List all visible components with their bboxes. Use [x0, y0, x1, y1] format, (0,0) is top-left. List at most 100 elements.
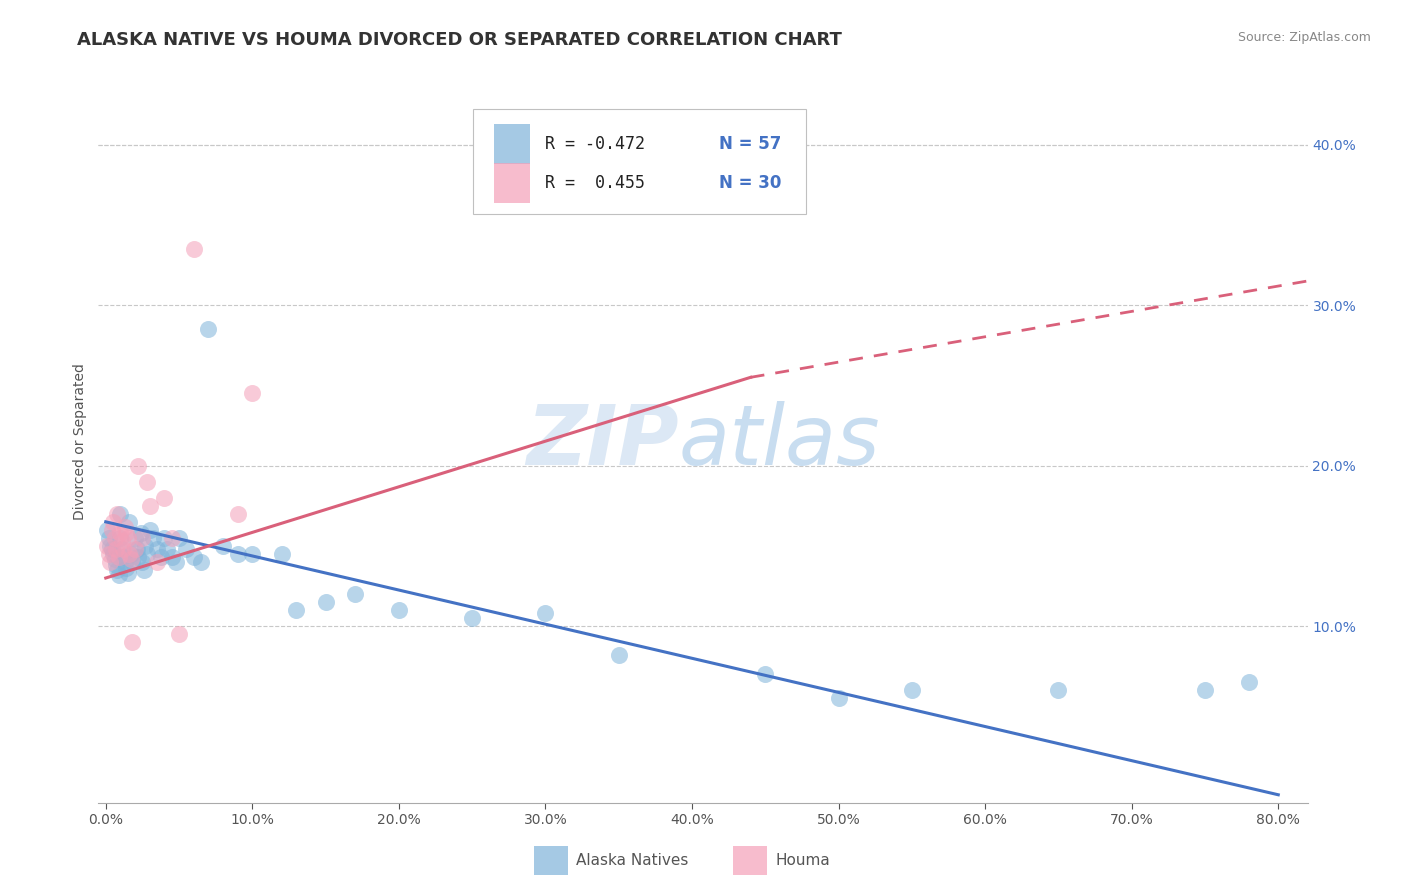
Point: [121, 635, 143, 649]
Point: [132, 563, 155, 577]
Point: [240, 386, 263, 401]
Point: [100, 542, 122, 557]
Point: [97, 547, 120, 561]
Point: [138, 523, 160, 537]
Point: [160, 531, 183, 545]
Point: [105, 542, 128, 557]
Point: [96, 523, 118, 537]
Point: [105, 558, 128, 573]
Point: [153, 491, 176, 505]
Point: [114, 555, 136, 569]
Point: [901, 683, 924, 698]
Point: [165, 555, 187, 569]
Text: Houma: Houma: [776, 853, 831, 868]
Point: [226, 507, 249, 521]
Point: [107, 507, 129, 521]
Point: [121, 555, 143, 569]
Point: [138, 499, 160, 513]
Point: [118, 515, 141, 529]
Point: [129, 526, 152, 541]
Point: [1237, 675, 1260, 690]
Point: [461, 611, 484, 625]
Point: [101, 515, 124, 529]
Point: [135, 475, 157, 489]
Point: [156, 542, 179, 557]
Point: [343, 587, 366, 601]
Point: [135, 547, 157, 561]
Point: [117, 531, 139, 545]
Point: [534, 607, 557, 621]
Point: [226, 547, 249, 561]
Point: [167, 627, 190, 641]
Text: Source: ZipAtlas.com: Source: ZipAtlas.com: [1237, 31, 1371, 45]
Point: [107, 563, 129, 577]
Point: [100, 523, 122, 537]
Point: [97, 531, 120, 545]
FancyBboxPatch shape: [494, 124, 530, 164]
Point: [118, 547, 141, 561]
Point: [120, 547, 142, 561]
Point: [285, 603, 308, 617]
Point: [117, 566, 139, 581]
Point: [183, 550, 205, 565]
Point: [153, 531, 176, 545]
Point: [190, 555, 212, 569]
Point: [160, 550, 183, 565]
Text: N = 30: N = 30: [720, 174, 782, 192]
Text: ALASKA NATIVE VS HOUMA DIVORCED OR SEPARATED CORRELATION CHART: ALASKA NATIVE VS HOUMA DIVORCED OR SEPAR…: [77, 31, 842, 49]
Point: [754, 667, 776, 681]
FancyBboxPatch shape: [474, 109, 806, 214]
Point: [827, 691, 849, 706]
Point: [183, 242, 205, 256]
Point: [607, 648, 630, 662]
Point: [110, 507, 132, 521]
Y-axis label: Divorced or Separated: Divorced or Separated: [73, 363, 87, 520]
Point: [1194, 683, 1216, 698]
Point: [167, 531, 190, 545]
Text: Alaska Natives: Alaska Natives: [576, 853, 689, 868]
Text: atlas: atlas: [679, 401, 880, 482]
Point: [131, 555, 153, 569]
Text: N = 57: N = 57: [720, 135, 782, 153]
Point: [134, 539, 156, 553]
Point: [110, 526, 132, 541]
Point: [120, 551, 142, 566]
Point: [150, 550, 173, 565]
Point: [103, 531, 125, 545]
Point: [108, 567, 131, 582]
Point: [131, 531, 153, 545]
Point: [96, 539, 118, 553]
Text: R =  0.455: R = 0.455: [544, 174, 644, 192]
Point: [270, 547, 292, 561]
Point: [98, 539, 121, 553]
Point: [111, 542, 134, 557]
Point: [114, 519, 136, 533]
Point: [1047, 683, 1070, 698]
Point: [176, 542, 198, 557]
Text: R = -0.472: R = -0.472: [544, 135, 644, 153]
Point: [98, 555, 121, 569]
Point: [388, 603, 411, 617]
Point: [103, 551, 125, 566]
Point: [125, 542, 148, 557]
Point: [315, 595, 337, 609]
Point: [124, 531, 146, 545]
Point: [124, 542, 146, 557]
Point: [101, 547, 124, 561]
Point: [240, 547, 263, 561]
Point: [197, 322, 219, 336]
Point: [108, 550, 131, 565]
Point: [115, 526, 138, 541]
Point: [127, 458, 149, 473]
Point: [146, 555, 169, 569]
FancyBboxPatch shape: [494, 163, 530, 202]
FancyBboxPatch shape: [534, 847, 568, 875]
Point: [142, 531, 165, 545]
Point: [112, 550, 135, 565]
FancyBboxPatch shape: [734, 847, 768, 875]
Point: [112, 542, 135, 557]
Point: [212, 539, 235, 553]
Text: ZIP: ZIP: [526, 401, 679, 482]
Point: [110, 531, 132, 545]
Point: [111, 534, 134, 549]
